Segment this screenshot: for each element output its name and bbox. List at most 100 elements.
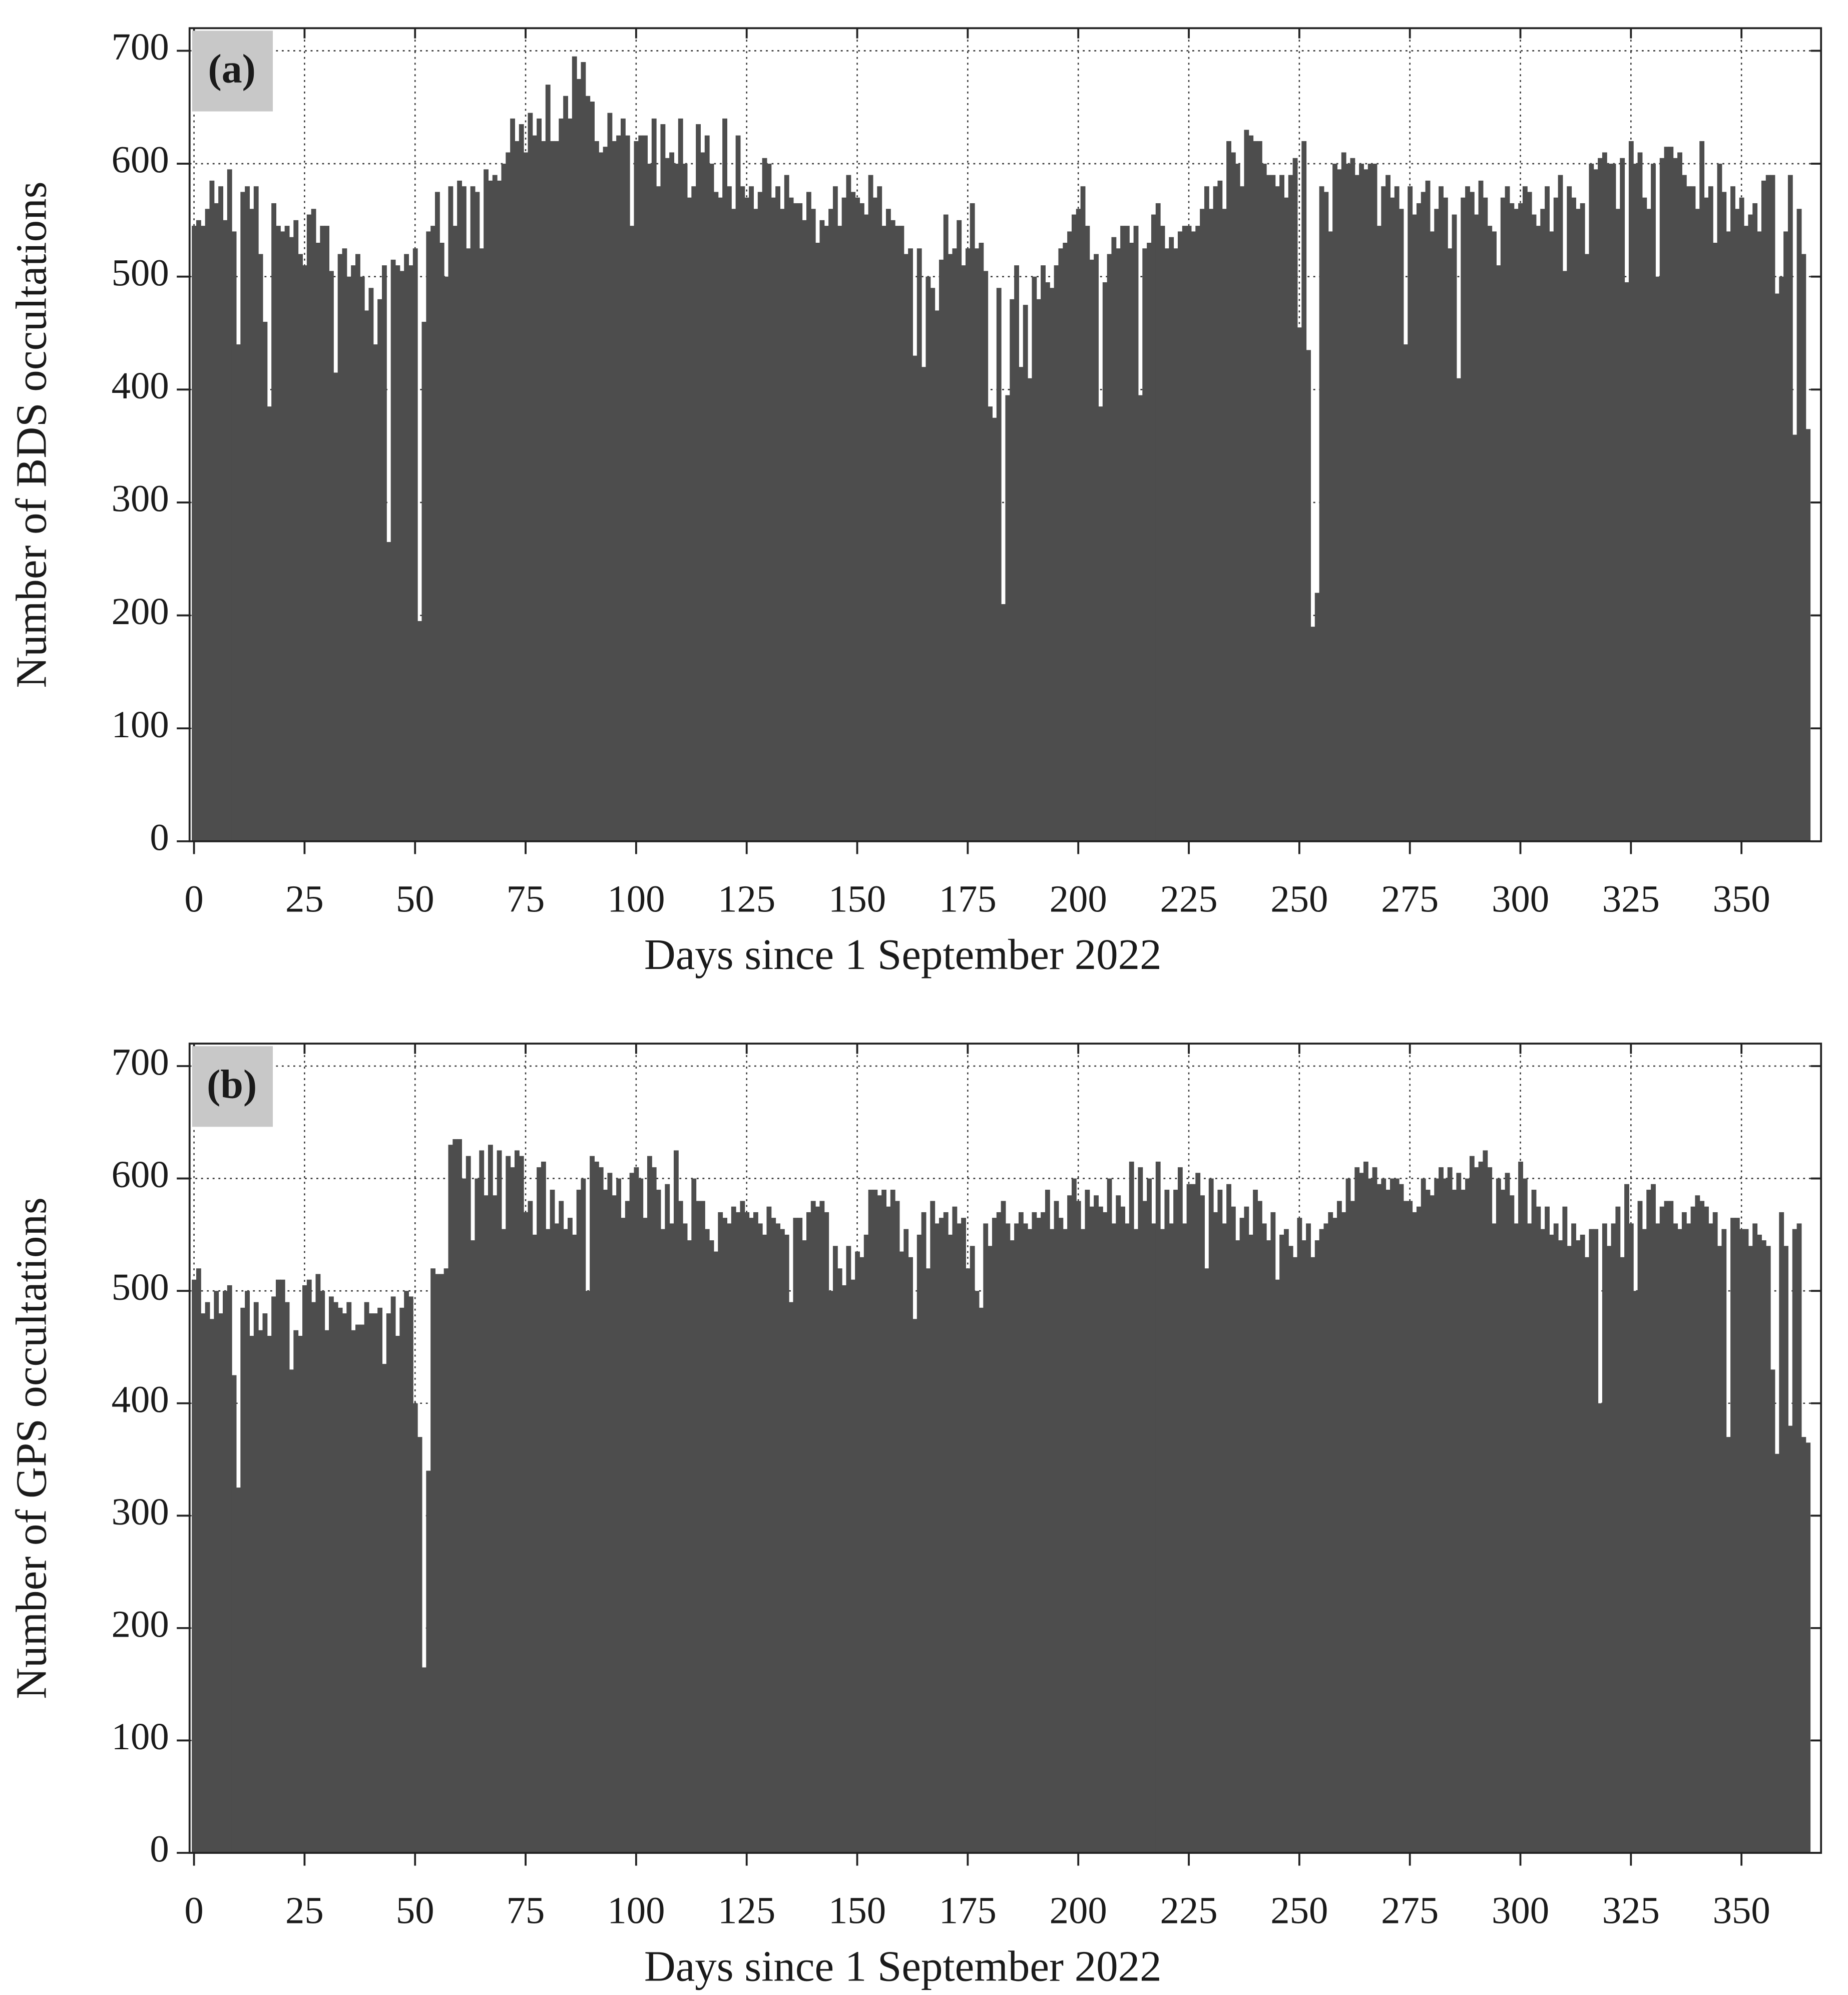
bar bbox=[452, 226, 458, 841]
bar bbox=[1138, 1167, 1143, 1853]
bar bbox=[1270, 175, 1276, 841]
bar bbox=[961, 1218, 966, 1853]
bar bbox=[1244, 130, 1249, 841]
bar bbox=[1403, 344, 1409, 841]
bar bbox=[1306, 1223, 1311, 1853]
bar bbox=[1628, 1223, 1634, 1853]
bar bbox=[523, 152, 529, 841]
bar bbox=[1611, 164, 1616, 841]
bar bbox=[1642, 197, 1647, 841]
bar bbox=[1235, 164, 1240, 841]
bar bbox=[492, 175, 498, 841]
bar bbox=[1301, 1240, 1307, 1853]
bar bbox=[1001, 1201, 1006, 1853]
bar bbox=[1628, 141, 1634, 841]
bar bbox=[1244, 1206, 1249, 1853]
bar bbox=[766, 164, 772, 841]
bar bbox=[1796, 1223, 1802, 1853]
bar bbox=[1584, 254, 1590, 841]
bar bbox=[793, 203, 798, 841]
bar bbox=[1589, 164, 1594, 841]
bar bbox=[775, 186, 780, 841]
bar bbox=[1615, 209, 1621, 841]
bar bbox=[1213, 1212, 1218, 1853]
bar bbox=[1363, 1161, 1368, 1853]
bar bbox=[1527, 1223, 1532, 1853]
bar bbox=[510, 118, 516, 841]
bar bbox=[293, 1330, 299, 1853]
x-axis-title: Days since 1 September 2022 bbox=[644, 930, 1162, 978]
bar bbox=[841, 197, 847, 841]
bar bbox=[890, 220, 895, 841]
bar bbox=[1416, 203, 1422, 841]
bar bbox=[452, 1139, 458, 1853]
bar bbox=[253, 1302, 259, 1853]
bar bbox=[532, 135, 538, 841]
bar bbox=[368, 288, 374, 841]
bar bbox=[333, 1302, 338, 1853]
bar bbox=[1757, 1234, 1762, 1853]
bar bbox=[1191, 1184, 1196, 1853]
bar bbox=[448, 1145, 453, 1853]
bar bbox=[775, 1223, 780, 1853]
bar bbox=[1054, 1201, 1059, 1853]
bar bbox=[819, 220, 825, 841]
bar bbox=[1120, 1206, 1125, 1853]
bar bbox=[227, 1285, 232, 1853]
bar bbox=[333, 372, 338, 841]
bar bbox=[921, 1212, 927, 1853]
bar bbox=[1124, 1223, 1130, 1853]
bar bbox=[612, 1195, 617, 1853]
bar bbox=[1611, 1223, 1616, 1853]
bar bbox=[576, 1190, 582, 1853]
bar bbox=[1456, 378, 1462, 841]
bar bbox=[1041, 265, 1046, 841]
bar bbox=[762, 1234, 767, 1853]
bar bbox=[1323, 192, 1329, 841]
bar bbox=[1394, 186, 1400, 841]
bar bbox=[1598, 1403, 1603, 1853]
bar bbox=[939, 1218, 944, 1853]
bar bbox=[1602, 1223, 1607, 1853]
bar bbox=[315, 1274, 321, 1853]
bar bbox=[1408, 1201, 1413, 1853]
bar bbox=[793, 1218, 798, 1853]
bar bbox=[200, 226, 206, 841]
bar bbox=[766, 1206, 772, 1853]
bar bbox=[771, 197, 776, 841]
bar bbox=[1637, 1201, 1643, 1853]
bar bbox=[1593, 169, 1599, 841]
bar bbox=[638, 1178, 644, 1853]
bar bbox=[1098, 1206, 1103, 1853]
bar bbox=[700, 1201, 705, 1853]
bar bbox=[1133, 226, 1139, 841]
bar bbox=[1266, 175, 1271, 841]
bar bbox=[563, 1229, 569, 1853]
bar bbox=[1730, 1218, 1735, 1853]
bar bbox=[673, 1150, 679, 1853]
bar bbox=[709, 164, 714, 841]
bar bbox=[1385, 175, 1391, 841]
bar bbox=[205, 1302, 210, 1853]
bar bbox=[1045, 282, 1050, 841]
bar bbox=[1633, 1291, 1638, 1853]
bar bbox=[669, 152, 675, 841]
bar bbox=[1717, 164, 1722, 841]
bar bbox=[355, 1324, 360, 1853]
x-tick-label: 75 bbox=[507, 877, 545, 920]
bar bbox=[1673, 1223, 1678, 1853]
bar bbox=[227, 169, 232, 841]
bar bbox=[797, 1218, 803, 1853]
bar bbox=[1770, 1369, 1775, 1853]
x-tick-label: 250 bbox=[1270, 877, 1328, 920]
bar bbox=[280, 1279, 285, 1853]
bar bbox=[802, 1240, 807, 1853]
bar bbox=[988, 1246, 993, 1853]
bar bbox=[678, 118, 683, 841]
bar bbox=[1425, 1190, 1431, 1853]
bar bbox=[749, 1218, 754, 1853]
bar bbox=[554, 141, 560, 841]
bar bbox=[1200, 209, 1205, 841]
bar bbox=[868, 1190, 873, 1853]
bar bbox=[1558, 175, 1563, 841]
